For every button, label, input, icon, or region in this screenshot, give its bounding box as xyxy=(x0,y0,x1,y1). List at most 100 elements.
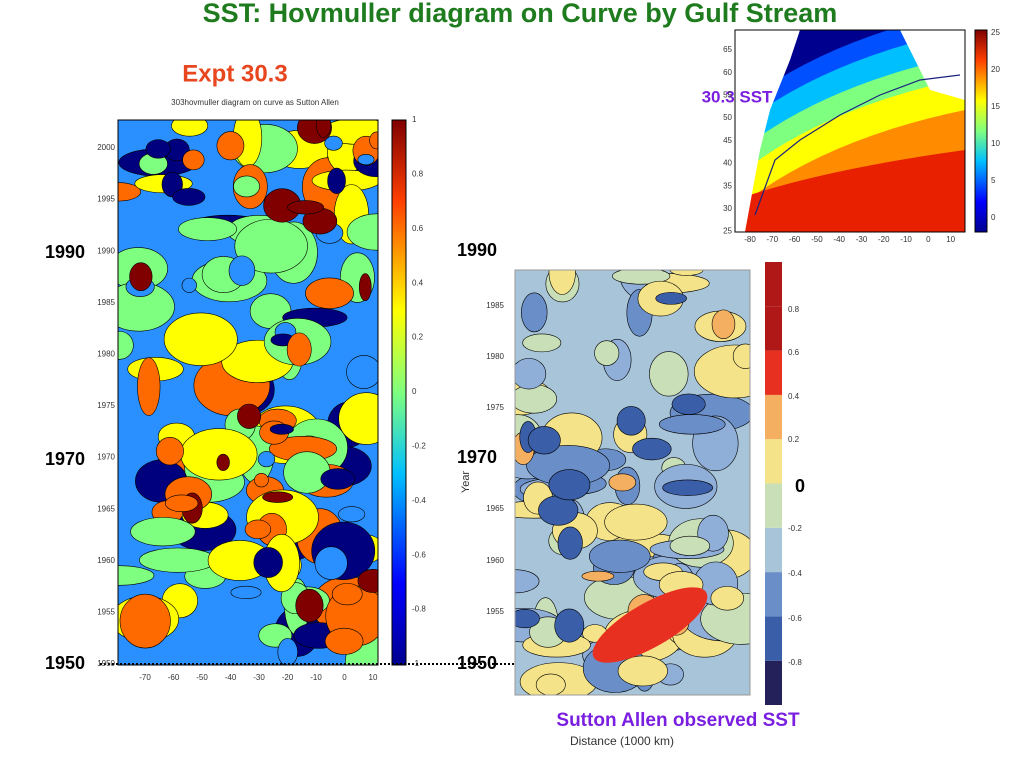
contour-blob xyxy=(535,673,566,695)
contour-blob xyxy=(338,392,378,445)
tick-label: -30 xyxy=(253,673,265,682)
contour-blob xyxy=(521,292,548,333)
tick-label: -10 xyxy=(900,235,912,244)
tick-label: -50 xyxy=(811,235,823,244)
land xyxy=(900,30,965,100)
contour-blob xyxy=(316,120,332,138)
contour-blob xyxy=(346,213,378,251)
colorbar-cell xyxy=(765,483,782,528)
curve xyxy=(754,74,961,216)
tick-label: -40 xyxy=(833,235,845,244)
map-frame xyxy=(734,29,966,233)
tick-label: 2000 xyxy=(97,143,115,152)
map xyxy=(735,30,965,232)
tick-label: 0 xyxy=(342,673,347,682)
contour-blob xyxy=(357,154,375,166)
tick-label: 0.8 xyxy=(412,170,424,179)
contour-blob xyxy=(163,312,238,366)
contour-blob xyxy=(130,517,196,547)
tick-label: -20 xyxy=(878,235,890,244)
colorbar-cell xyxy=(765,394,782,440)
tick-label: 1955 xyxy=(97,608,115,617)
tick-label: -10 xyxy=(310,673,322,682)
contour-blob xyxy=(617,655,668,687)
contour-blob xyxy=(253,547,283,578)
contour-blob xyxy=(732,343,750,369)
contour-blob xyxy=(604,503,668,541)
contour-blob xyxy=(182,149,205,171)
tick-label: 1990 xyxy=(97,246,115,255)
contour-blob xyxy=(369,131,378,150)
contour-blob xyxy=(710,586,745,611)
contour-blob xyxy=(145,139,171,159)
tick-label: -50 xyxy=(196,673,208,682)
contour-blob xyxy=(139,547,217,573)
contour-blob xyxy=(649,351,689,397)
contour-blob xyxy=(277,638,298,665)
colorbar-cell xyxy=(765,572,782,617)
tick-label: 0.8 xyxy=(788,305,800,314)
heatmap xyxy=(118,120,378,665)
tick-label: 55 xyxy=(723,91,732,100)
slide-title: SST: Hovmuller diagram on Curve by Gulf … xyxy=(203,0,838,28)
tick-label: 1965 xyxy=(97,504,115,513)
contour-blob xyxy=(230,585,262,600)
contour-blob xyxy=(119,593,171,649)
contour-blob xyxy=(172,188,206,206)
colorbar-cell xyxy=(765,616,782,661)
contour-blob xyxy=(594,340,620,366)
contour-blob xyxy=(171,120,209,137)
tick-label: 20 xyxy=(991,65,1000,74)
contour-blob xyxy=(616,406,646,436)
contour-blob xyxy=(295,588,324,623)
tick-label: 0 xyxy=(926,235,931,244)
tick-label: 10 xyxy=(369,673,378,682)
contour-blob xyxy=(237,403,261,429)
tick-label: 45 xyxy=(723,136,732,145)
tick-label: -70 xyxy=(139,673,151,682)
contour-blob xyxy=(338,506,366,523)
colorbar xyxy=(974,29,988,233)
tick-label: 0 xyxy=(991,213,996,222)
contour-blob xyxy=(711,309,736,340)
colorbar-cell xyxy=(765,527,782,573)
tick-label: -80 xyxy=(744,235,756,244)
tick-label: -0.4 xyxy=(788,569,802,578)
colorbar-cell xyxy=(765,439,782,484)
contour-blob xyxy=(283,451,331,494)
contour-blob xyxy=(269,423,294,435)
contour-blob xyxy=(669,535,711,556)
tick-label: 1950 xyxy=(457,653,497,673)
contour-blob xyxy=(155,437,184,466)
contour-blob xyxy=(216,131,245,161)
tick-label: 1955 xyxy=(486,607,504,616)
colorbar xyxy=(765,262,782,705)
tick-label: -1 xyxy=(412,659,420,668)
tick-label: 1995 xyxy=(97,195,115,204)
contour-blob xyxy=(358,273,372,302)
contour-blob xyxy=(262,491,294,503)
tick-label: 0.6 xyxy=(788,348,800,357)
contour-blob xyxy=(129,262,153,292)
tick-label: -0.8 xyxy=(788,658,802,667)
contour-blob xyxy=(331,583,363,606)
contour-blob xyxy=(515,609,540,629)
tick-label: -60 xyxy=(168,673,180,682)
contour-blob xyxy=(254,472,269,488)
tick-label: 1970 xyxy=(97,453,115,462)
contour-blob xyxy=(515,384,558,414)
tick-label: 0.2 xyxy=(788,435,800,444)
plot-title: 303hovmuller diagram on curve as Sutton … xyxy=(171,98,339,107)
tick-label: -0.6 xyxy=(788,614,802,623)
contour-blob xyxy=(662,479,714,496)
panel-label: Sutton Allen observed SST xyxy=(556,710,800,731)
tick-label: 1960 xyxy=(97,556,115,565)
tick-label: 60 xyxy=(723,68,732,77)
tick-label: 1990 xyxy=(457,240,497,260)
colorbar xyxy=(391,119,407,666)
tick-label: 15 xyxy=(991,102,1000,111)
contour-blob xyxy=(357,568,378,593)
map-label: 30.3 SST xyxy=(702,87,773,106)
tick-label: -0.4 xyxy=(412,496,426,505)
